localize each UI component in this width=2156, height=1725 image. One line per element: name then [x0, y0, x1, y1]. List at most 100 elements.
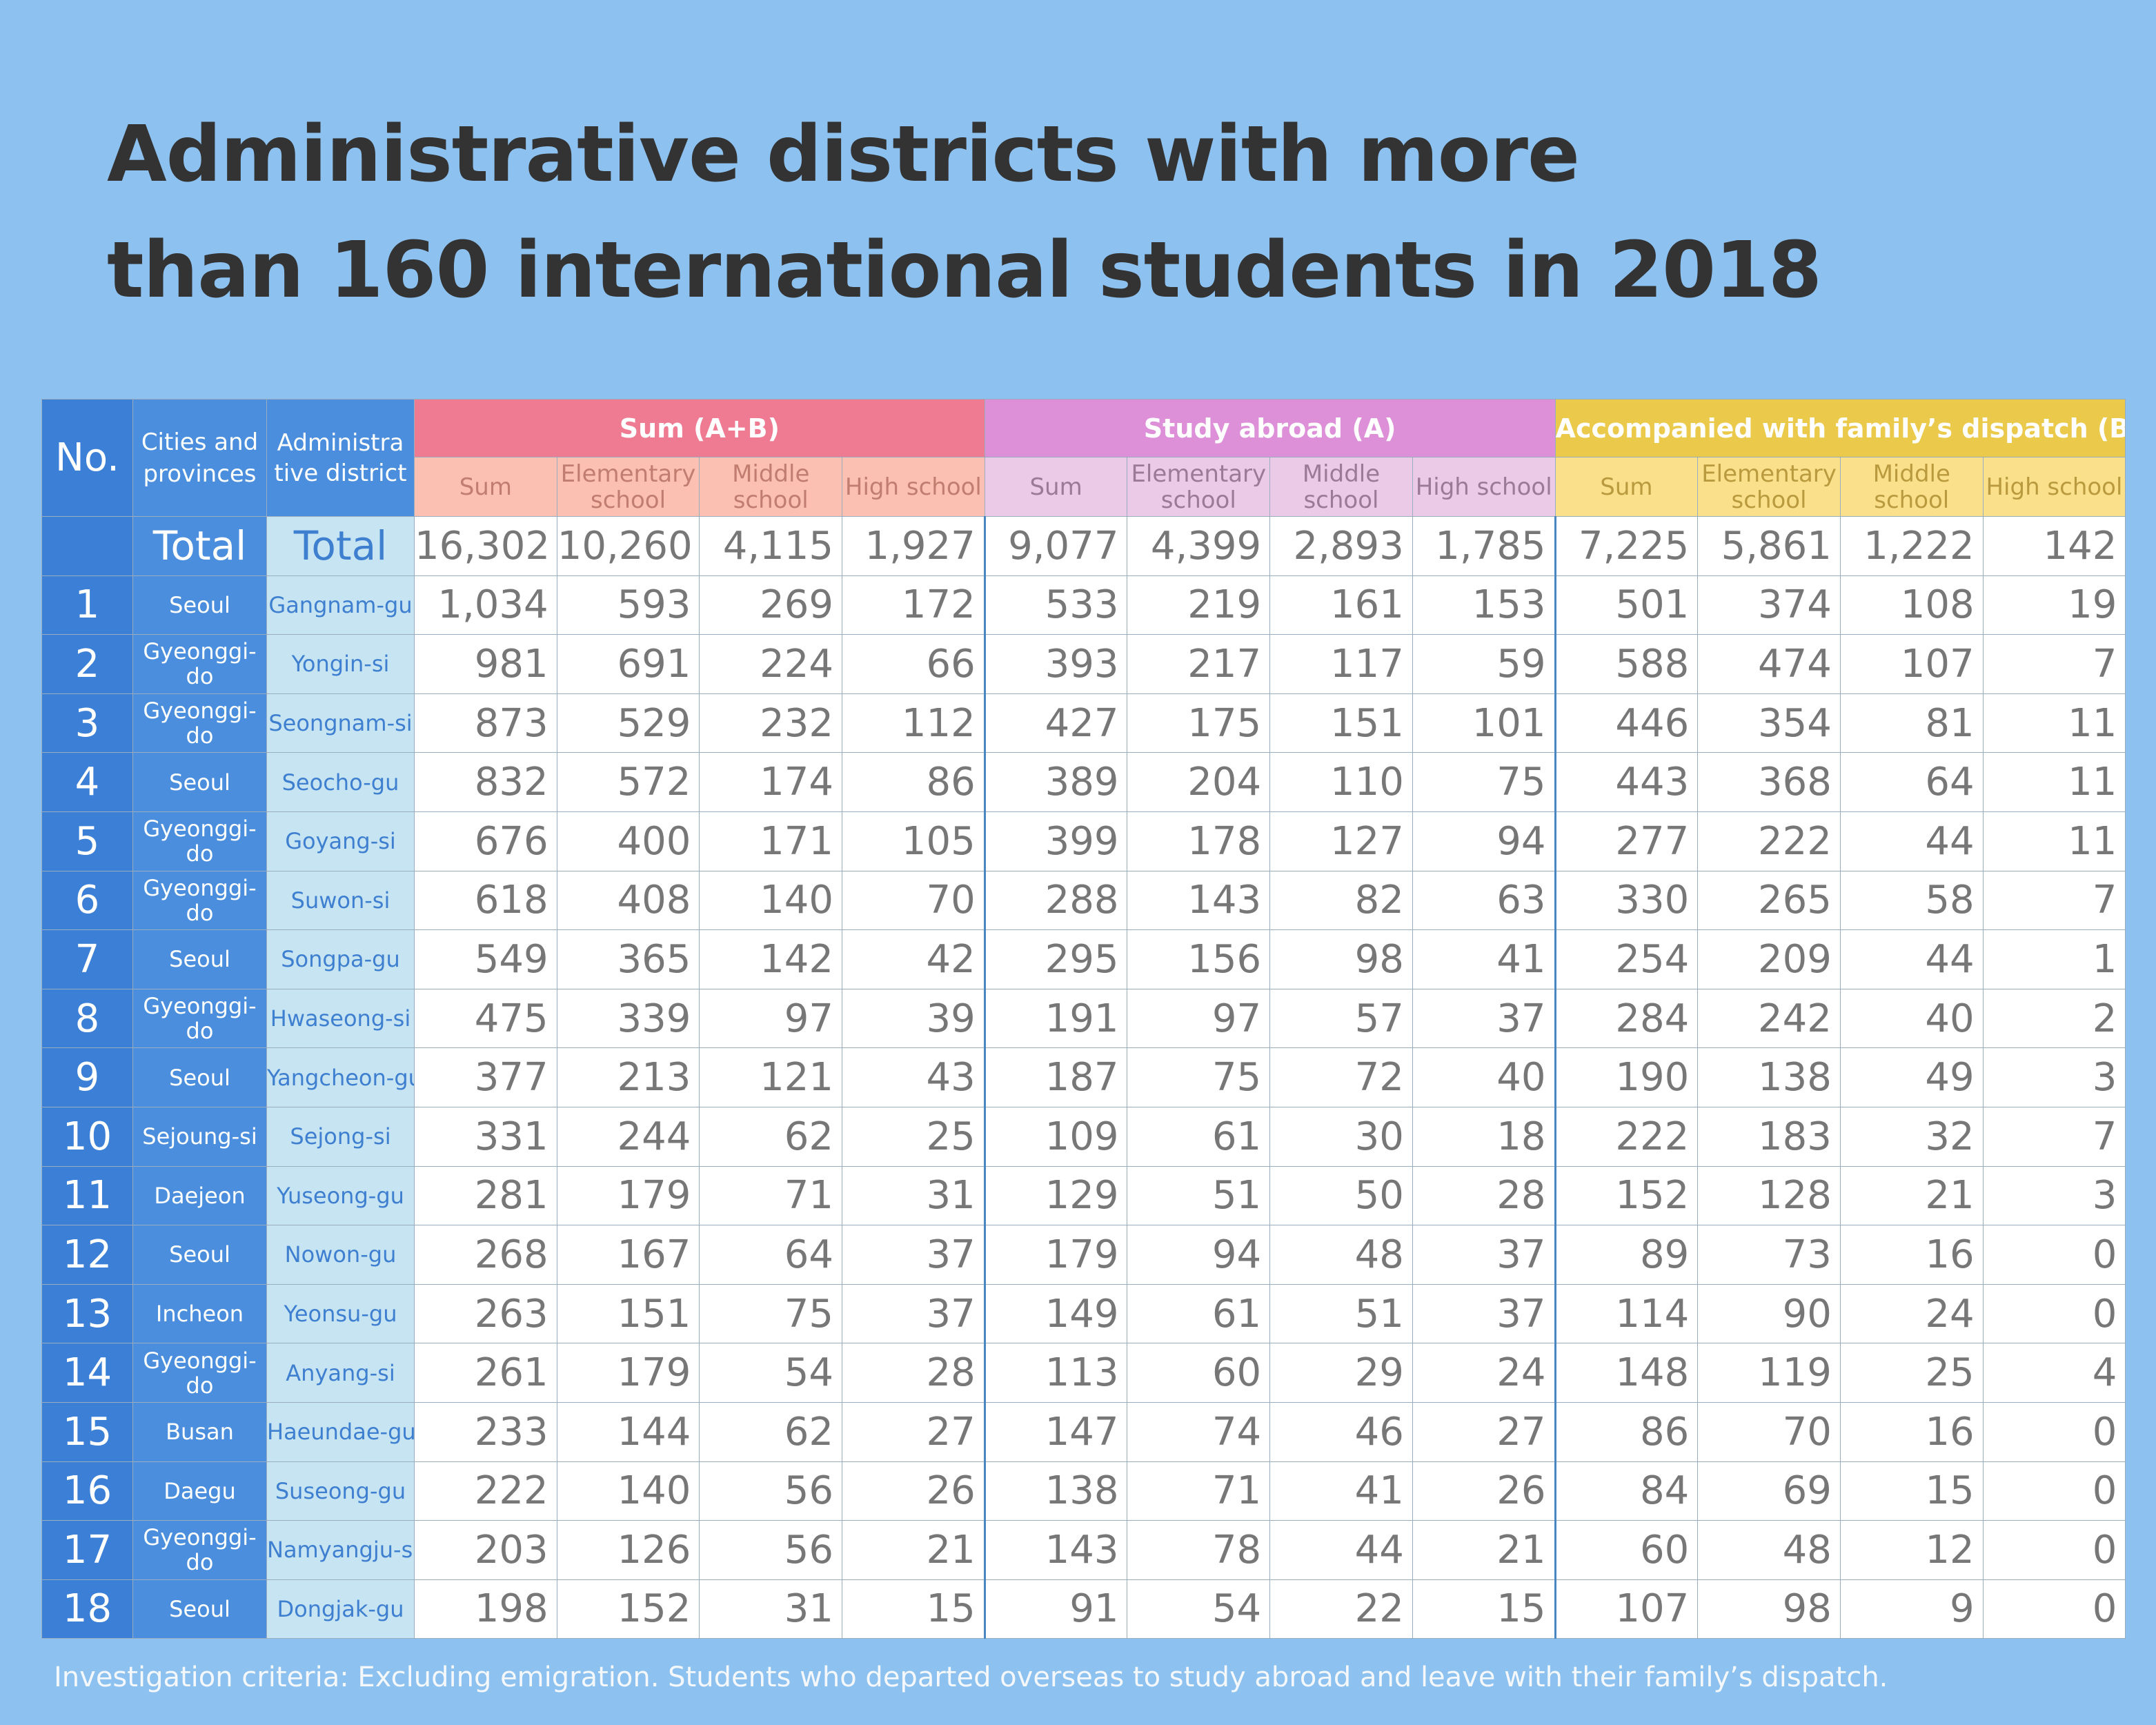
value-cell: 70 [1697, 1401, 1841, 1462]
table-row: 14 Gyeonggi-do Anyang-si 261 179 54 28 113 60 29 2… [41, 1343, 2126, 1403]
value-cell: 37 [1412, 1283, 1556, 1344]
value-cell: 1,034 [414, 575, 557, 635]
city-cell: Gyeonggi-do [132, 693, 267, 753]
value-cell: 108 [1839, 575, 1984, 635]
value-cell: 156 [1127, 929, 1271, 989]
district-cell: Suseong-gu [266, 1461, 415, 1521]
value-cell: 16 [1839, 1225, 1984, 1285]
value-cell: 981 [414, 634, 557, 694]
value-cell: 676 [414, 811, 557, 871]
value-cell: 330 [1554, 870, 1699, 931]
district-cell: Gangnam-gu [266, 575, 415, 635]
value-cell: 149 [983, 1283, 1128, 1344]
value-cell: 443 [1554, 752, 1699, 812]
city-cell: Seoul [132, 1225, 267, 1285]
value-cell: 78 [1127, 1520, 1271, 1580]
row-number: 5 [41, 811, 133, 871]
value-cell: 268 [414, 1225, 557, 1285]
value-cell: 203 [414, 1520, 557, 1580]
value-cell: 1 [1982, 929, 2126, 989]
value-cell: 244 [556, 1106, 700, 1167]
value-cell: 7 [1982, 634, 2126, 694]
value-cell: 37 [1412, 1225, 1556, 1285]
value-cell: 549 [414, 929, 557, 989]
table-row: 2 Gyeonggi-do Yongin-si 981 691 224 66 393 217 11… [41, 634, 2126, 694]
value-cell: 261 [414, 1343, 557, 1403]
district-cell: Nowon-gu [266, 1225, 415, 1285]
value-cell: 58 [1839, 870, 1984, 931]
value-cell: 501 [1554, 575, 1699, 635]
value-cell: 572 [556, 752, 700, 812]
value-cell: 69 [1697, 1461, 1841, 1521]
value-cell: 114 [1554, 1283, 1699, 1344]
table-row: 4 Seoul Seocho-gu 832 572 174 86 389 204 110 75 443… [41, 752, 2126, 812]
value-cell: 172 [842, 575, 985, 635]
value-cell: 265 [1697, 870, 1841, 931]
value-cell: 339 [556, 988, 700, 1049]
district-cell: Anyang-si [266, 1343, 415, 1403]
value-cell: 54 [699, 1343, 843, 1403]
value-cell: 73 [1697, 1225, 1841, 1285]
subheader-accompanied-3: High school [1982, 457, 2126, 517]
value-cell: 44 [1269, 1520, 1413, 1580]
value-cell: 84 [1554, 1461, 1699, 1521]
page-title: Administrative districts with more than … [107, 97, 1822, 328]
value-cell: 7 [1982, 870, 2126, 931]
value-cell: 81 [1839, 693, 1984, 753]
value-cell: 281 [414, 1165, 557, 1226]
row-number: 1 [41, 575, 133, 635]
value-cell: 28 [1412, 1165, 1556, 1226]
city-cell: Daejeon [132, 1165, 267, 1226]
value-cell: 233 [414, 1401, 557, 1462]
value-cell: 3 [1982, 1165, 2126, 1226]
value-cell: 354 [1697, 693, 1841, 753]
row-number: 13 [41, 1283, 133, 1344]
subheader-accompanied-0: Sum [1554, 457, 1699, 517]
row-number: 17 [41, 1520, 133, 1580]
value-cell: 219 [1127, 575, 1271, 635]
value-cell: 4,399 [1127, 516, 1271, 576]
value-cell: 140 [556, 1461, 700, 1521]
city-cell: Seoul [132, 1579, 267, 1639]
district-cell: Yongin-si [266, 634, 415, 694]
value-cell: 832 [414, 752, 557, 812]
value-cell: 12 [1839, 1520, 1984, 1580]
group-sum: Sum (A+B) [414, 399, 985, 457]
value-cell: 175 [1127, 693, 1271, 753]
value-cell: 37 [842, 1283, 985, 1344]
value-cell: 109 [983, 1106, 1128, 1167]
value-cell: 40 [1839, 988, 1984, 1049]
value-cell: 41 [1269, 1461, 1413, 1521]
value-cell: 0 [1982, 1520, 2126, 1580]
value-cell: 128 [1697, 1165, 1841, 1226]
value-cell: 151 [556, 1283, 700, 1344]
value-cell: 91 [983, 1579, 1128, 1639]
value-cell: 3 [1982, 1047, 2126, 1107]
value-cell: 86 [1554, 1401, 1699, 1462]
value-cell: 94 [1127, 1225, 1271, 1285]
value-cell: 15 [842, 1579, 985, 1639]
value-cell: 129 [983, 1165, 1128, 1226]
value-cell: 27 [1412, 1401, 1556, 1462]
value-cell: 11 [1982, 811, 2126, 871]
value-cell: 97 [699, 988, 843, 1049]
city-cell: Gyeonggi-do [132, 988, 267, 1049]
value-cell: 9 [1839, 1579, 1984, 1639]
value-cell: 117 [1269, 634, 1413, 694]
city-cell: Daegu [132, 1461, 267, 1521]
row-number: 6 [41, 870, 133, 931]
table-row: 18 Seoul Dongjak-gu 198 152 31 15 91 54 22 15 107 98… [41, 1579, 2126, 1639]
district-cell: Dongjak-gu [266, 1579, 415, 1639]
subheader-study-0: Sum [984, 457, 1128, 517]
value-cell: 28 [842, 1343, 985, 1403]
value-cell: 32 [1839, 1106, 1984, 1167]
value-cell: 61 [1127, 1283, 1271, 1344]
value-cell: 27 [842, 1401, 985, 1462]
row-number: 3 [41, 693, 133, 753]
value-cell: 44 [1839, 811, 1984, 871]
value-cell: 10,260 [556, 516, 700, 576]
value-cell: 66 [842, 634, 985, 694]
value-cell: 121 [699, 1047, 843, 1107]
value-cell: 29 [1269, 1343, 1413, 1403]
value-cell: 21 [1839, 1165, 1984, 1226]
